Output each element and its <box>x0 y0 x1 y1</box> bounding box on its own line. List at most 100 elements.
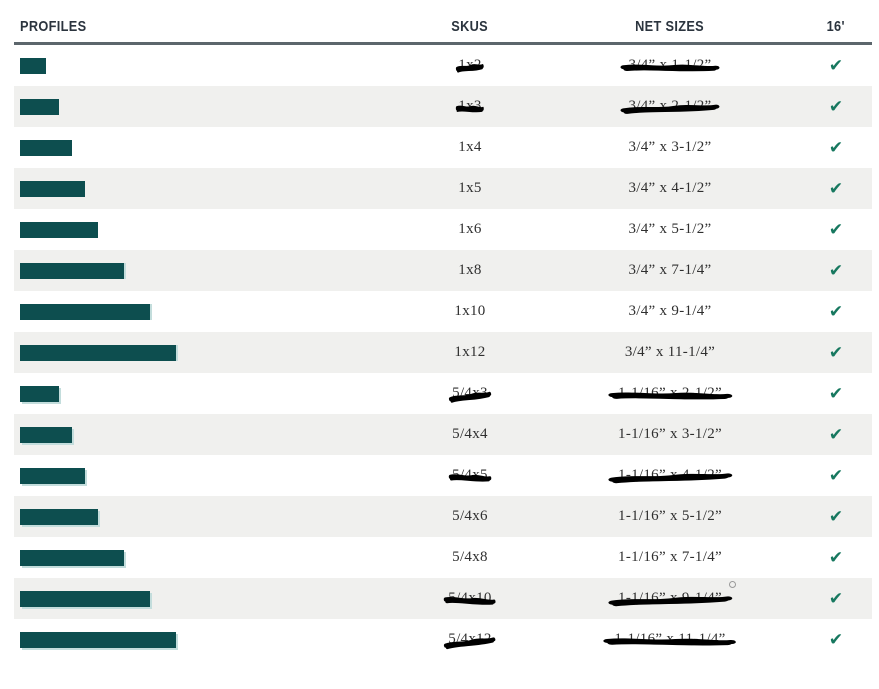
net-size-cell: 3/4” x 5-1/2” <box>540 221 800 238</box>
sku-value: 1x10 <box>454 303 486 319</box>
profile-cell <box>14 221 400 238</box>
availability-cell: ✔ <box>800 343 872 363</box>
availability-cell: ✔ <box>800 507 872 527</box>
profile-width-bar <box>20 98 59 115</box>
table-row: 5/4x6 1-1/16” x 5-1/2” ✔ <box>14 496 872 537</box>
scribble-mark-icon <box>448 474 492 482</box>
availability-cell: ✔ <box>800 302 872 322</box>
net-size-value: 3/4” x 5-1/2” <box>628 221 712 237</box>
availability-cell: ✔ <box>800 220 872 240</box>
net-size-value: 3/4” x 3-1/2” <box>628 139 712 155</box>
table-row: 5/4x12 1-1/16” x 11-1/4” ✔ <box>14 619 872 660</box>
scribble-mark-icon <box>608 596 732 607</box>
sku-value: 1x4 <box>458 139 482 155</box>
table-row: 1x8 3/4” x 7-1/4” ✔ <box>14 250 872 291</box>
net-size-cell: 3/4” x 11-1/4” <box>540 344 800 361</box>
checkmark-icon: ✔ <box>828 260 844 281</box>
profile-cell <box>14 139 400 156</box>
table-row: 5/4x3 1-1/16” x 2-1/2” ✔ <box>14 373 872 414</box>
availability-cell: ✔ <box>800 425 872 445</box>
profile-width-bar <box>20 508 98 525</box>
availability-cell: ✔ <box>800 97 872 117</box>
net-size-cell: 1-1/16” x 7-1/4” <box>540 549 800 566</box>
table-row: 1x4 3/4” x 3-1/2” ✔ <box>14 127 872 168</box>
profile-width-bar <box>20 262 124 279</box>
net-size-value: 3/4” x 4-1/2” <box>628 180 712 196</box>
sku-cell: 5/4x8 <box>400 549 540 566</box>
net-size-cell: 3/4” x 7-1/4” <box>540 262 800 279</box>
profile-cell <box>14 467 400 484</box>
scribble-mark-icon <box>608 392 732 400</box>
scribble-mark-icon <box>448 391 492 403</box>
profile-width-bar <box>20 303 150 320</box>
checkmark-icon: ✔ <box>828 424 844 445</box>
net-size-cell: 1-1/16” x 11-1/4” <box>540 631 800 648</box>
net-size-cell: 1-1/16” x 4-1/2” <box>540 467 800 484</box>
sku-cell: 1x2 <box>400 57 540 74</box>
sku-cell: 1x8 <box>400 262 540 279</box>
availability-cell: ✔ <box>800 179 872 199</box>
net-size-value: 3/4” x 11-1/4” <box>624 344 716 360</box>
sku-cell: 5/4x4 <box>400 426 540 443</box>
profile-width-bar <box>20 57 46 74</box>
sku-value: 1x5 <box>458 180 482 196</box>
table-body: 1x2 3/4” x 1-1/2” ✔ <box>14 45 872 660</box>
profile-cell <box>14 590 400 607</box>
scribble-mark-icon <box>603 638 737 646</box>
profile-cell <box>14 631 400 648</box>
checkmark-icon: ✔ <box>828 588 844 609</box>
profile-cell <box>14 385 400 402</box>
table-row: 5/4x5 1-1/16” x 4-1/2” ✔ <box>14 455 872 496</box>
profile-width-bar <box>20 631 176 648</box>
checkmark-icon: ✔ <box>828 178 844 199</box>
profile-cell <box>14 98 400 115</box>
checkmark-icon: ✔ <box>828 55 844 76</box>
sku-cell: 1x5 <box>400 180 540 197</box>
scribble-mark-icon <box>608 473 732 484</box>
sku-value: 1x8 <box>458 262 482 278</box>
availability-cell: ✔ <box>800 589 872 609</box>
sku-cell: 1x3 <box>400 98 540 115</box>
sku-cell: 5/4x6 <box>400 508 540 525</box>
sku-cell: 5/4x3 <box>400 385 540 403</box>
net-size-value: 3/4” x 7-1/4” <box>628 262 712 278</box>
column-header-net-sizes: NET SIZES <box>635 17 705 35</box>
availability-cell: ✔ <box>800 630 872 650</box>
profile-width-bar <box>20 590 150 607</box>
net-size-cell: 1-1/16” x 2-1/2” <box>540 385 800 402</box>
scribble-mark-icon <box>620 64 720 72</box>
net-size-value: 3/4” x 9-1/4” <box>628 303 712 319</box>
checkmark-icon: ✔ <box>828 219 844 240</box>
table-row: 1x12 3/4” x 11-1/4” ✔ <box>14 332 872 373</box>
sku-value: 1x12 <box>454 344 486 360</box>
profile-width-bar <box>20 221 98 238</box>
net-size-cell: 1-1/16” x 9-1/4” <box>540 581 800 607</box>
lumber-sizes-table: PROFILES SKUS NET SIZES 16' 1x2 3/4” x 1… <box>14 10 872 660</box>
table-row: 1x5 3/4” x 4-1/2” ✔ <box>14 168 872 209</box>
net-size-value: 1-1/16” x 5-1/2” <box>618 508 722 524</box>
sku-cell: 1x6 <box>400 221 540 238</box>
checkmark-icon: ✔ <box>828 96 844 117</box>
profile-cell <box>14 180 400 197</box>
table-header-row: PROFILES SKUS NET SIZES 16' <box>14 10 872 42</box>
profile-cell <box>14 344 400 361</box>
profile-width-bar <box>20 385 59 402</box>
table-row: 1x3 3/4” x 2-1/2” ✔ <box>14 86 872 127</box>
table-row: 1x10 3/4” x 9-1/4” ✔ <box>14 291 872 332</box>
net-size-cell: 3/4” x 3-1/2” <box>540 139 800 156</box>
sku-value: 5/4x4 <box>452 426 488 442</box>
column-header-16ft: 16' <box>826 17 846 35</box>
table-row: 5/4x10 1-1/16” x 9-1/4” ✔ <box>14 578 872 619</box>
sku-cell: 1x10 <box>400 303 540 320</box>
profile-width-bar <box>20 467 85 484</box>
profile-width-bar <box>20 426 72 443</box>
net-size-cell: 1-1/16” x 3-1/2” <box>540 426 800 443</box>
sku-cell: 5/4x12 <box>400 631 540 650</box>
scribble-mark-icon <box>456 105 484 113</box>
checkmark-icon: ✔ <box>828 629 844 650</box>
sku-cell: 1x4 <box>400 139 540 156</box>
net-size-cell: 3/4” x 9-1/4” <box>540 303 800 320</box>
sku-cell: 1x12 <box>400 344 540 361</box>
profile-width-bar <box>20 139 72 156</box>
net-size-cell: 3/4” x 4-1/2” <box>540 180 800 197</box>
